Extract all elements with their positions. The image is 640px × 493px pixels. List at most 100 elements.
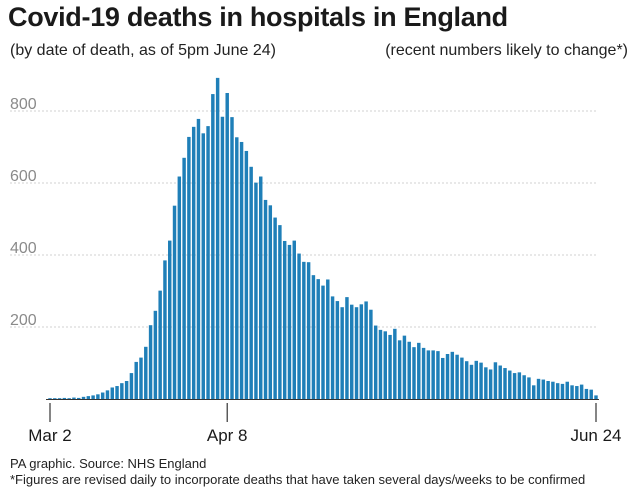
bar	[594, 395, 598, 399]
bar	[134, 361, 138, 399]
bar	[402, 335, 407, 399]
bar	[292, 240, 296, 399]
bar	[393, 328, 397, 399]
bar	[254, 182, 258, 399]
bar	[469, 364, 474, 399]
bar	[441, 357, 445, 399]
y-tick-label: 200	[10, 312, 37, 329]
bar	[100, 392, 105, 399]
bar	[560, 383, 565, 399]
bar	[172, 205, 177, 399]
bar	[541, 379, 546, 399]
bar	[48, 398, 52, 399]
bar	[158, 290, 162, 399]
bar	[383, 331, 387, 399]
bar	[81, 396, 86, 399]
bar	[498, 365, 502, 399]
bar	[287, 244, 292, 399]
bar	[546, 381, 550, 399]
y-axis-labels: 200 400 600 800	[10, 96, 37, 329]
bar	[378, 329, 383, 399]
y-tick-label: 400	[10, 240, 37, 257]
bar	[244, 150, 249, 399]
bar	[201, 133, 205, 399]
bar	[297, 253, 301, 399]
bar	[474, 360, 478, 399]
x-tick-label: Apr 8	[207, 426, 248, 445]
bar	[488, 369, 493, 399]
bar	[431, 350, 435, 399]
bar	[168, 240, 172, 399]
bar	[464, 361, 469, 399]
footnote: *Figures are revised daily to incorporat…	[10, 472, 586, 487]
bar	[86, 396, 91, 399]
chart-title: Covid-19 deaths in hospitals in England	[8, 2, 508, 32]
bar	[330, 296, 335, 399]
bar	[72, 397, 76, 399]
bar	[67, 398, 71, 399]
bar	[532, 385, 536, 399]
bar	[522, 375, 526, 399]
bar	[589, 389, 593, 399]
bar	[62, 397, 67, 399]
bar	[455, 354, 459, 399]
x-axis-ticks: Mar 2 Apr 8 Jun 24	[28, 403, 622, 445]
bar	[436, 351, 440, 399]
bar	[565, 381, 569, 399]
chart-subtitle-note: (recent numbers likely to change*)	[385, 42, 628, 59]
bar	[163, 260, 167, 399]
bar	[373, 325, 378, 399]
bar	[536, 378, 541, 399]
bar	[144, 346, 148, 399]
bar	[570, 385, 574, 399]
bar	[359, 304, 364, 399]
bar	[450, 351, 455, 399]
y-tick-label: 800	[10, 96, 37, 113]
bar	[182, 157, 186, 399]
bar	[421, 347, 426, 399]
bar	[369, 309, 373, 399]
bar	[397, 340, 402, 399]
chart-subtitle-date: (by date of death, as of 5pm June 24)	[10, 42, 276, 59]
bar	[268, 205, 273, 399]
bar	[364, 301, 368, 399]
bar	[527, 377, 531, 399]
bar	[426, 350, 431, 399]
bar	[278, 225, 282, 399]
bar	[417, 342, 421, 399]
bar	[273, 217, 277, 399]
x-tick-label: Jun 24	[570, 426, 621, 445]
bar	[306, 262, 311, 399]
bar	[148, 325, 153, 399]
bar	[239, 141, 244, 399]
bar	[345, 297, 349, 399]
bar	[484, 367, 488, 399]
bar	[445, 354, 450, 399]
bar	[206, 126, 210, 400]
bar	[96, 394, 100, 399]
bar	[215, 77, 220, 399]
bar	[503, 368, 507, 399]
bar	[220, 116, 225, 399]
bar	[575, 386, 579, 399]
bar	[249, 166, 253, 399]
bar	[517, 372, 522, 399]
bar	[177, 176, 182, 399]
bar	[139, 357, 143, 399]
bar	[340, 307, 344, 399]
bar	[412, 347, 416, 399]
bar	[124, 381, 129, 399]
bar	[57, 398, 62, 399]
bar	[225, 93, 229, 399]
bar	[302, 261, 306, 399]
bar	[153, 310, 158, 399]
x-tick-label: Mar 2	[28, 426, 71, 445]
bar	[551, 381, 555, 399]
bar	[479, 362, 483, 399]
bar	[115, 386, 119, 399]
bar	[579, 384, 584, 399]
source-credit: PA graphic. Source: NHS England	[10, 456, 207, 471]
bar	[77, 397, 81, 399]
bar	[311, 275, 316, 399]
